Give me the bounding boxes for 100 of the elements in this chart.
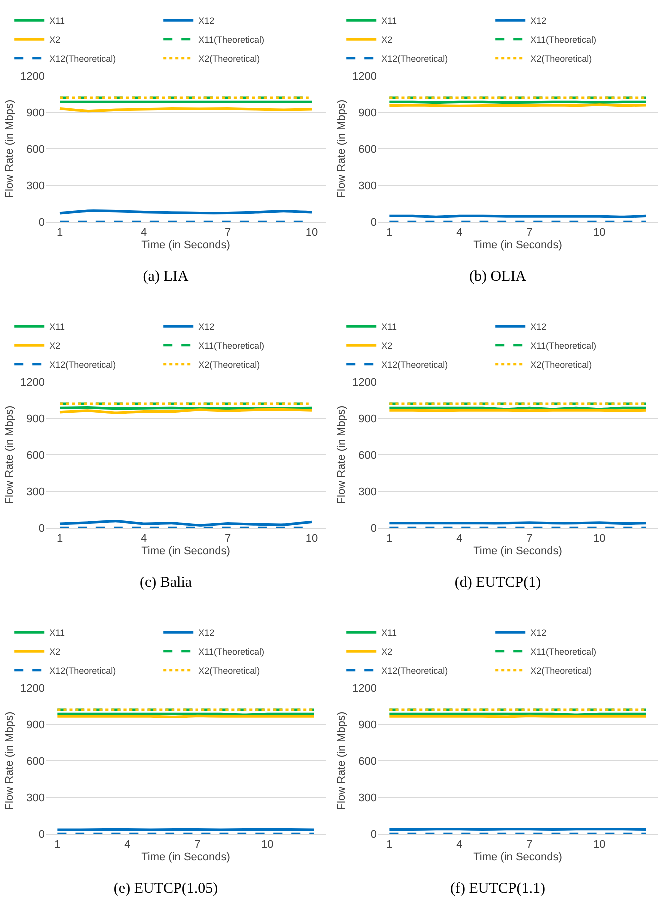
y-axis-title: Flow Rate (in Mbps) [336,712,348,810]
legend-label: X2 [50,647,61,658]
y-tick-label: 900 [26,413,45,426]
y-tick-label: 600 [26,144,45,156]
legend-label: X12(Theoretical) [382,360,448,370]
y-tick-label: 0 [38,216,45,229]
x-axis-title: Time (in Seconds) [474,239,562,252]
x-tick-label: 10 [306,533,318,546]
y-tick-label: 0 [38,522,45,535]
x-tick-label: 4 [140,533,148,546]
x-axis-title: Time (in Seconds) [142,545,230,558]
legend-label: X2(Theoretical) [198,54,260,64]
y-axis-title: Flow Rate (in Mbps) [4,406,16,504]
y-tick-label: 600 [358,144,377,156]
x-tick-label: 4 [140,227,148,240]
legend-label: X12 [198,16,215,26]
legend-label: X11 [50,322,65,332]
text: (c) Balia [138,574,194,593]
legend-label: X11(Theoretical) [530,647,596,658]
x-tick-label: 7 [526,227,533,240]
x-tick-label: 1 [56,533,64,546]
legend-label: X2 [50,35,61,46]
legend-label: X11 [382,16,397,26]
legend-label: X11(Theoretical) [530,35,596,46]
x-tick-label: 10 [262,839,274,852]
legend-label: X2(Theoretical) [530,54,592,64]
legend-label: X12 [198,628,215,638]
y-tick-label: 1200 [20,70,45,83]
x-tick-label: 4 [456,227,463,240]
legend-label: X2(Theoretical) [530,360,592,370]
y-tick-label: 600 [358,756,377,768]
legend-label: X12 [198,322,215,332]
y-axis-title: Flow Rate (in Mbps) [4,100,16,198]
y-tick-label: 0 [370,828,377,841]
y-tick-label: 900 [26,107,45,120]
y-tick-label: 300 [26,180,45,192]
legend-label: X11 [382,628,397,638]
legend-label: X2(Theoretical) [530,666,592,676]
x-axis-title: Time (in Seconds) [142,239,230,252]
legend-label: X2(Theoretical) [198,666,260,676]
y-tick-label: 1200 [20,376,45,389]
y-tick-label: 1200 [352,376,377,389]
y-tick-label: 300 [358,792,377,804]
x-tick-label: 1 [54,839,61,852]
text: (b) OLIA [468,268,528,287]
x-tick-label: 10 [594,533,606,546]
x-tick-label: 1 [386,227,393,240]
legend-label: X12(Theoretical) [50,54,116,64]
legend-label: X12 [530,322,547,332]
x-tick-label: 4 [124,839,131,852]
legend-label: X12(Theoretical) [50,666,116,676]
x-tick-label: 1 [56,227,64,240]
legend-label: X11(Theoretical) [198,341,264,352]
y-tick-label: 300 [358,486,377,498]
x-axis-title: Time (in Seconds) [474,545,562,558]
x-tick-label: 7 [526,839,533,852]
y-axis-title: Flow Rate (in Mbps) [336,100,348,198]
legend-label: X2 [382,647,393,658]
legend-label: X11(Theoretical) [530,341,596,352]
x-tick-label: 10 [306,227,318,240]
legend-label: X2 [382,341,393,352]
y-tick-label: 1200 [20,682,45,695]
text: (a) LIA [142,268,190,287]
y-tick-label: 300 [26,486,45,498]
y-tick-label: 0 [370,522,377,535]
y-tick-label: 300 [358,180,377,192]
x-tick-label: 10 [594,839,606,852]
y-tick-label: 600 [26,756,45,768]
y-tick-label: 600 [26,450,45,462]
y-tick-label: 600 [358,450,377,462]
legend-label: X12 [530,16,547,26]
y-tick-label: 900 [26,719,45,732]
x-tick-label: 1 [386,533,393,546]
legend-label: X2(Theoretical) [198,360,260,370]
legend-label: X2 [382,35,393,46]
legend-label: X2 [50,341,61,352]
x-tick-label: 7 [194,839,201,852]
legend-label: X11(Theoretical) [198,647,264,658]
legend-label: X12(Theoretical) [382,54,448,64]
legend-label: X11 [50,16,65,26]
x-tick-label: 7 [526,533,533,546]
y-axis-title: Flow Rate (in Mbps) [336,406,348,504]
text: (f) EUTCP(1.1) [450,880,546,899]
legend-label: X12(Theoretical) [382,666,448,676]
y-tick-label: 300 [26,792,45,804]
x-tick-label: 7 [224,533,232,546]
x-axis-title: Time (in Seconds) [142,851,230,864]
legend-label: X11(Theoretical) [198,35,264,46]
y-tick-label: 0 [38,828,45,841]
x-tick-label: 4 [456,839,463,852]
y-axis-title: Flow Rate (in Mbps) [4,712,16,810]
x-axis-title: Time (in Seconds) [474,851,562,864]
y-tick-label: 1200 [352,682,377,695]
y-tick-label: 900 [358,413,377,426]
y-tick-label: 900 [358,107,377,120]
text: (e) EUTCP(1.05) [112,880,220,899]
x-tick-label: 4 [456,533,463,546]
x-tick-label: 10 [594,227,606,240]
legend-label: X12 [530,628,547,638]
x-tick-label: 1 [386,839,393,852]
